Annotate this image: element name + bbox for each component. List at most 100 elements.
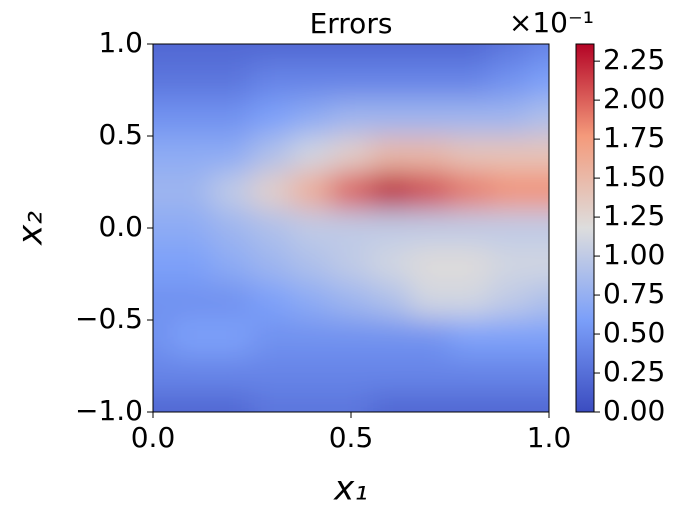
contour-cell <box>449 44 491 63</box>
contour-cell <box>251 282 293 321</box>
contour-cell <box>153 209 174 247</box>
contour-cell <box>153 61 174 100</box>
contour-cell <box>211 209 253 247</box>
contour-cell <box>489 282 530 321</box>
contour-cell <box>172 44 213 63</box>
colorbar-tick-label: 2.00 <box>603 82 665 115</box>
contour-cell <box>172 356 213 395</box>
contour-cell <box>449 172 491 211</box>
x-tick-label: 1.0 <box>527 421 572 454</box>
colorbar-tick-label: 0.75 <box>603 277 665 310</box>
y-tick-label: 1.0 <box>98 26 143 59</box>
contour-cell <box>370 209 411 247</box>
contour-cell <box>211 135 253 174</box>
contour-cell <box>409 209 451 247</box>
contour-cell <box>449 209 491 247</box>
colorbar-tick-label: 0.50 <box>603 316 665 349</box>
contour-cell <box>153 356 174 395</box>
colorbar-tick-label: 0.25 <box>603 355 665 388</box>
contour-cell <box>330 282 372 321</box>
contour-cell <box>153 245 174 284</box>
contour-cell <box>370 319 411 358</box>
contour-cell <box>211 172 253 211</box>
contour-cell <box>370 245 411 284</box>
contour-cell <box>291 172 332 211</box>
contour-cell <box>528 135 549 174</box>
contour-cell <box>291 356 332 395</box>
contour-cell <box>153 393 174 412</box>
contour-cell <box>409 319 451 358</box>
contour-cell <box>330 319 372 358</box>
contour-cell <box>489 135 530 174</box>
contour-cell <box>528 356 549 395</box>
x-axis-label: x₁ <box>333 469 368 509</box>
contour-cell <box>330 98 372 137</box>
contour-cell <box>251 44 293 63</box>
contour-cell <box>409 245 451 284</box>
contour-cell <box>153 172 174 211</box>
contour-cell <box>211 61 253 100</box>
colorbar-tick-label: 1.00 <box>603 238 665 271</box>
contour-cell <box>153 282 174 321</box>
contour-cell <box>251 61 293 100</box>
contour-cell <box>528 245 549 284</box>
contour-cell <box>172 319 213 358</box>
contour-cell <box>409 356 451 395</box>
contour-cell <box>172 135 213 174</box>
contour-cell <box>449 98 491 137</box>
contour-cell <box>528 172 549 211</box>
contour-cell <box>449 319 491 358</box>
contour-cell <box>330 245 372 284</box>
contour-cell <box>172 209 213 247</box>
contour-cell <box>291 319 332 358</box>
contour-cell <box>449 61 491 100</box>
contour-cell <box>211 98 253 137</box>
contour-cell <box>172 245 213 284</box>
contour-cell <box>172 282 213 321</box>
x-tick-label: 0.0 <box>131 421 176 454</box>
contour-cell <box>409 393 451 412</box>
contour-cell <box>489 98 530 137</box>
contour-cell <box>291 393 332 412</box>
contour-cell <box>409 282 451 321</box>
contour-cell <box>211 282 253 321</box>
contour-cell <box>291 44 332 63</box>
contour-cell <box>251 319 293 358</box>
contour-cell <box>251 245 293 284</box>
y-tick-label: −0.5 <box>75 302 143 335</box>
colorbar-tick-label: 1.25 <box>603 199 665 232</box>
contour-cell <box>251 209 293 247</box>
contour-cell <box>528 209 549 247</box>
x-tick-label: 0.5 <box>329 421 374 454</box>
contour-cell <box>409 98 451 137</box>
contour-cell <box>370 393 411 412</box>
contour-cell <box>528 61 549 100</box>
contour-cell <box>370 44 411 63</box>
contour-cell <box>449 282 491 321</box>
contour-cell <box>528 319 549 358</box>
contour-cell <box>528 98 549 137</box>
contour-cell <box>370 282 411 321</box>
contour-cell <box>489 172 530 211</box>
contour-cell <box>291 209 332 247</box>
contour-cell <box>211 319 253 358</box>
colorbar-tick-label: 2.25 <box>603 43 665 76</box>
contour-cell <box>172 61 213 100</box>
contour-cell <box>291 98 332 137</box>
contour-cell <box>251 356 293 395</box>
contour-cell <box>330 44 372 63</box>
colorbar <box>575 43 595 413</box>
contour-cell <box>251 135 293 174</box>
contour-cell <box>251 98 293 137</box>
contour-cell <box>153 319 174 358</box>
contour-cell <box>409 172 451 211</box>
chart-title: Errors <box>310 7 393 40</box>
contour-cell <box>449 393 491 412</box>
contour-cell <box>211 356 253 395</box>
contour-cell <box>330 61 372 100</box>
y-tick-label: −1.0 <box>75 394 143 427</box>
contour-cell <box>489 356 530 395</box>
colorbar-offset: ×10⁻¹ <box>509 6 594 39</box>
contour-cell <box>330 209 372 247</box>
